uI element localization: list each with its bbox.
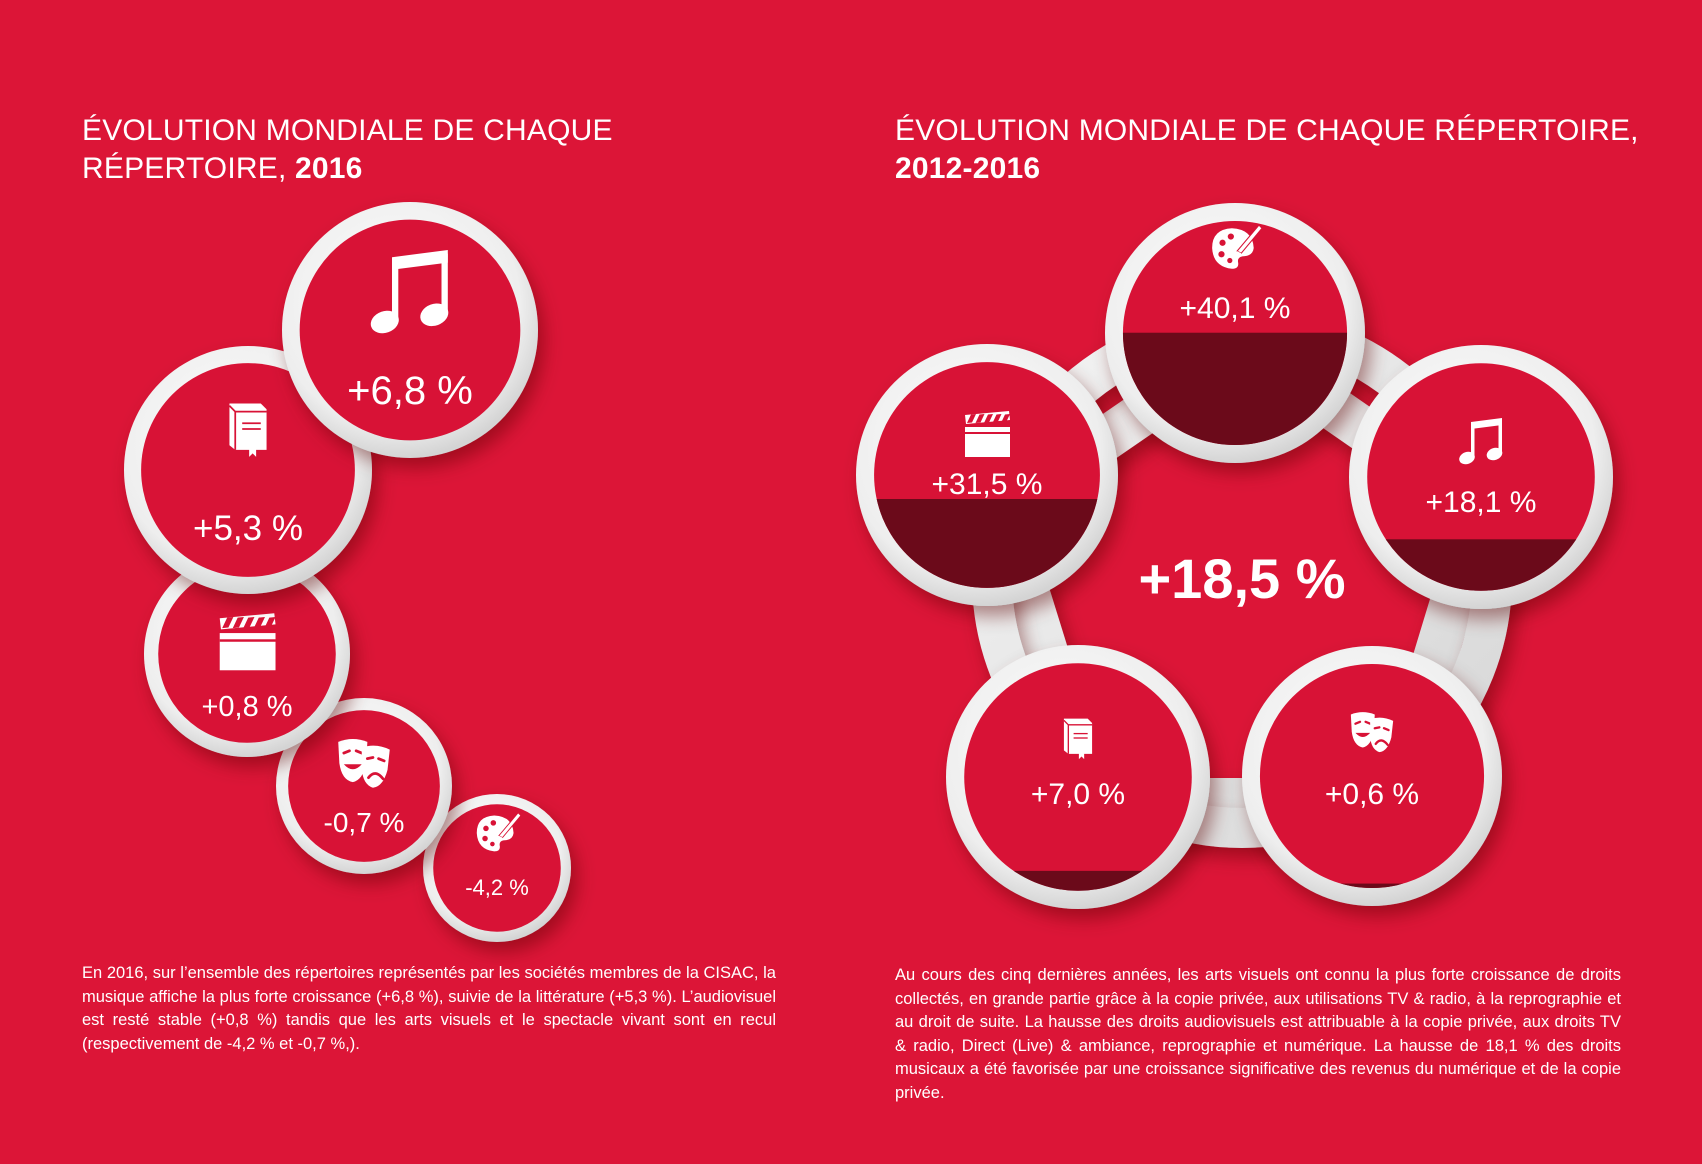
bubble-left-3: -0,7 %: [276, 698, 452, 874]
bubble-value: +0,8 %: [201, 691, 292, 723]
bubble-value: -0,7 %: [324, 807, 405, 838]
bubble-right-2: +0,6 %: [1242, 646, 1502, 906]
title-left-line1: ÉVOLUTION MONDIALE DE CHAQUE: [82, 114, 613, 147]
title-left: ÉVOLUTION MONDIALE DE CHAQUE RÉPERTOIRE, …: [82, 112, 682, 188]
bubble-value: -4,2 %: [465, 875, 529, 900]
paragraph-left: En 2016, sur l’ensemble des répertoires …: [82, 964, 776, 1053]
bubble-value: +40,1 %: [1180, 292, 1291, 325]
bubble-left-0: +6,8 %: [282, 202, 538, 458]
bubble-core: [288, 710, 440, 862]
bubble-left-2: +0,8 %: [144, 551, 350, 757]
bubble-core: [964, 663, 1192, 891]
bubble-value: +5,3 %: [193, 509, 303, 548]
title-right-line2: 2012-2016: [895, 152, 1041, 185]
bubble-right-1: +18,1 %: [1349, 345, 1613, 609]
theatre-masks-icon: [1350, 712, 1394, 753]
bubble-right-3: +7,0 %: [946, 645, 1210, 909]
total-value: +18,5 %: [1138, 547, 1345, 610]
bubble-value: +31,5 %: [932, 468, 1043, 501]
bubble-right-4: +31,5 %: [856, 344, 1118, 606]
bubbles-2016: -4,2 % -0,7 % +0,8 % +5,3 % +6,8 %: [124, 202, 571, 942]
music-note-icon: [1459, 418, 1503, 465]
music-note-icon: [370, 250, 449, 334]
bubble-core: [433, 804, 561, 932]
bubble-left-4: -4,2 %: [423, 794, 571, 942]
theatre-masks-icon: [338, 739, 390, 788]
palette-icon: [476, 812, 522, 852]
bubbles-2012-2016: +40,1 % +18,1 % +0,6 % +7,0 % +31,5 %: [856, 203, 1613, 909]
palette-icon: [1212, 224, 1263, 269]
bubble-core: [1367, 363, 1595, 591]
book-icon: [228, 403, 267, 457]
paragraph-right: Au cours des cinq dernières années, les …: [895, 966, 1621, 1102]
title-left-year: 2016: [295, 152, 363, 185]
bubble-value: +0,6 %: [1325, 778, 1419, 811]
bubble-value: +6,8 %: [347, 369, 473, 413]
clapperboard-icon: [219, 613, 276, 671]
bubble-value: +7,0 %: [1031, 778, 1125, 811]
clapperboard-icon: [965, 411, 1010, 457]
bubble-core: [299, 219, 521, 441]
bubble-right-0: +40,1 %: [1105, 203, 1365, 463]
bubble-core: [1259, 663, 1485, 889]
bubble-fill-level: [1259, 883, 1485, 889]
title-right-line1: ÉVOLUTION MONDIALE DE CHAQUE RÉPERTOIRE,: [895, 114, 1639, 147]
book-icon: [1063, 718, 1093, 760]
bubble-value: +18,1 %: [1426, 486, 1537, 519]
title-right: ÉVOLUTION MONDIALE DE CHAQUE RÉPERTOIRE,…: [895, 112, 1655, 188]
bubble-core: [141, 363, 355, 577]
title-left-line2-prefix: RÉPERTOIRE,: [82, 152, 296, 185]
